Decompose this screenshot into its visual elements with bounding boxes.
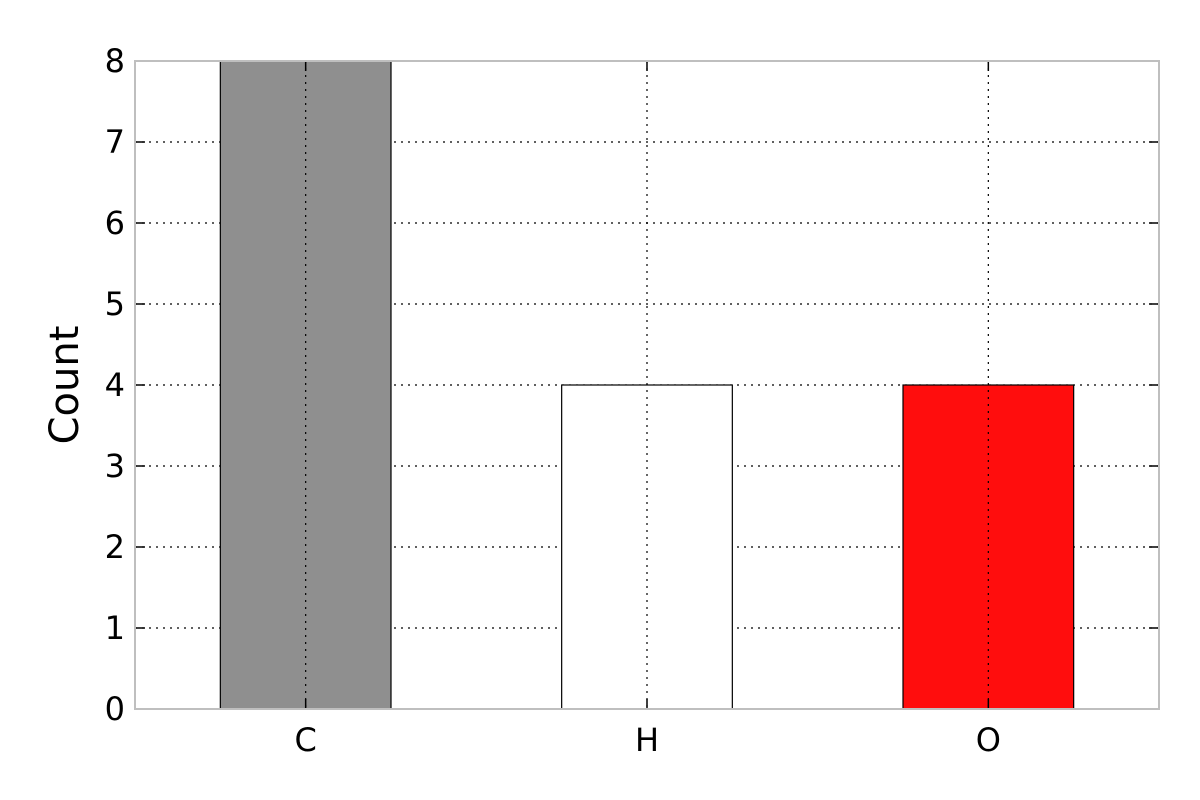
x-tick-label-h: H <box>635 721 659 759</box>
y-tick-label: 5 <box>105 285 125 323</box>
y-tick-label: 3 <box>105 447 125 485</box>
tick-marks <box>135 60 1159 710</box>
y-tick-label: 7 <box>105 123 125 161</box>
y-tick-label: 2 <box>105 528 125 566</box>
y-tick-label: 8 <box>105 42 125 80</box>
y-axis-label: Count <box>42 326 88 445</box>
x-tick-label-o: O <box>976 721 1001 759</box>
y-tick-label: 0 <box>105 690 125 728</box>
plot-frame <box>134 60 1160 710</box>
y-tick-label: 4 <box>105 366 125 404</box>
bars <box>219 60 1075 710</box>
x-tick-label-c: C <box>294 721 316 759</box>
y-tick-labels: 0 1 2 3 4 5 6 7 8 <box>105 42 125 728</box>
y-tick-label: 6 <box>105 204 125 242</box>
y-tick-label: 1 <box>105 609 125 647</box>
